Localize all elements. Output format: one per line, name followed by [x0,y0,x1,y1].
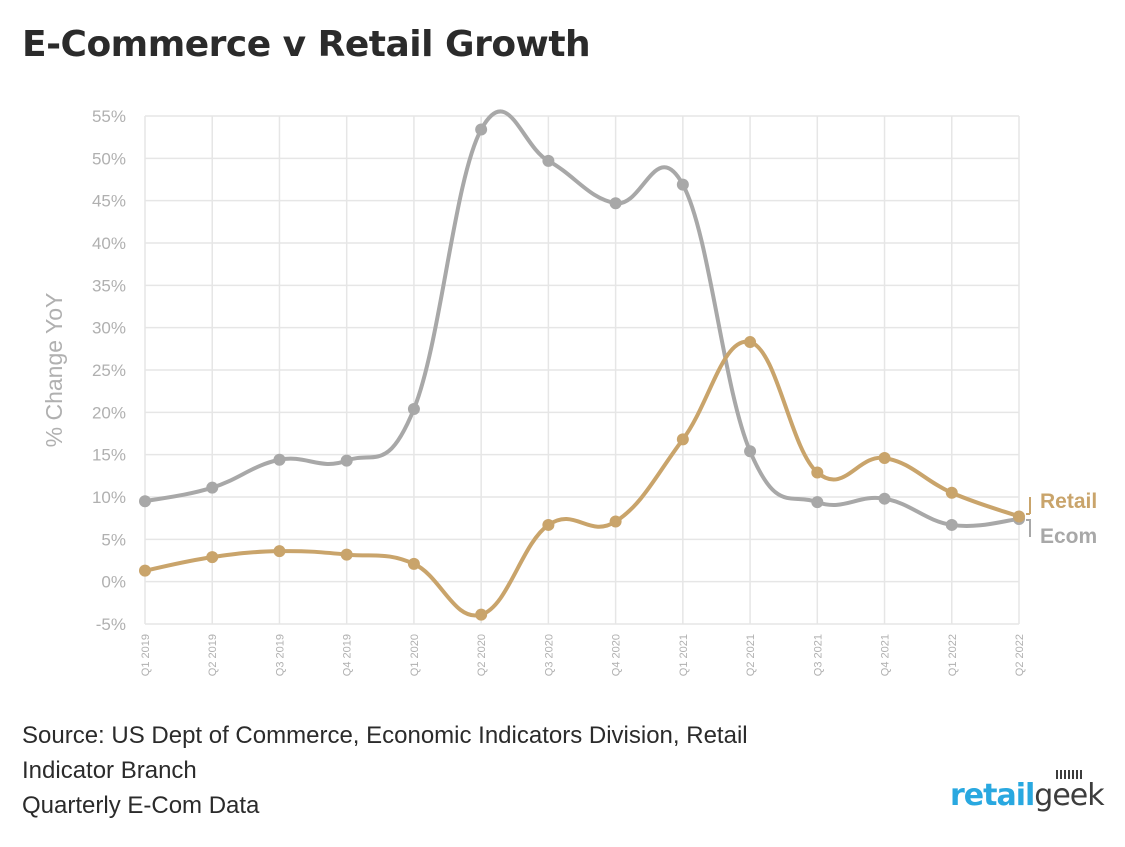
data-point-ecom [945,518,958,531]
x-tick-label: Q1 2020 [409,634,421,676]
y-tick-label: 0% [101,573,126,592]
logo-text-retail: retail [950,778,1035,813]
y-tick-label: 5% [101,530,126,549]
x-tick-label: Q4 2020 [611,634,623,676]
data-point-retail [609,515,622,528]
data-point-retail [139,564,151,577]
data-point-retail [273,545,286,558]
y-tick-label: 35% [92,276,126,295]
legend-label-ecom: Ecom [1040,525,1097,548]
data-point-retail [945,486,958,499]
y-axis-label: % Change YoY [41,293,67,448]
y-tick-label: 25% [92,361,126,380]
logo-text-geek: geek [1034,778,1104,813]
y-tick-label: 30% [92,319,126,338]
series-lines [143,109,1021,618]
data-point-retail [676,433,689,446]
x-tick-label: Q3 2020 [543,634,555,676]
data-point-ecom [139,495,151,508]
data-point-retail [340,548,353,561]
data-point-retail [811,466,824,479]
data-point-retail [407,557,420,570]
x-tick-label: Q2 2020 [476,634,488,676]
x-tick-label: Q2 2019 [207,634,219,676]
data-point-ecom [340,454,353,467]
source-line-1: Source: US Dept of Commerce, Economic In… [22,722,748,749]
series-line-retail [143,339,1021,618]
data-point-ecom [273,453,286,466]
data-point-ecom [676,178,689,191]
x-tick-label: Q3 2021 [812,634,824,676]
data-point-retail [542,518,555,531]
y-tick-label: 50% [92,149,126,168]
data-point-ecom [811,496,824,509]
x-tick-label: Q4 2021 [880,634,892,676]
data-point-ecom [744,445,757,458]
grid-lines [144,115,1020,625]
data-point-ecom [878,492,891,505]
data-point-retail [206,551,219,564]
source-line-2: Indicator Branch [22,757,197,784]
x-tick-label: Q2 2022 [1014,634,1026,676]
source-line-3: Quarterly E-Com Data [22,792,260,819]
y-tick-label: 55% [92,107,126,126]
legend-label-retail: Retail [1040,490,1097,513]
source-note: Source: US Dept of Commerce, Economic In… [22,718,842,823]
x-tick-label: Q1 2021 [678,634,690,676]
y-tick-label: 20% [92,403,126,422]
y-tick-labels: -5% 0% 5% 10% 15% 20% 25% 30% 35% 40% 45% 50% 55% [92,107,126,634]
series-line-ecom [143,109,1021,528]
legend-bracket-ecom [1026,519,1031,537]
data-point-ecom [542,154,555,167]
x-tick-label: Q1 2019 [140,634,152,676]
retailgeek-logo: retailgeek [950,770,1105,813]
line-chart: -5% 0% 5% 10% 15% 20% 25% 30% 35% 40% 45% 50% 55% Q1… [41,107,1097,676]
x-tick-labels: Q1 2019 Q2 2019 Q3 2019 Q4 2019 Q1 2020 Q2 20… [140,634,1026,676]
y-tick-label: 10% [92,488,126,507]
series-points [139,123,1025,621]
legend-bracket-retail [1026,497,1031,515]
y-tick-label: 40% [92,234,126,253]
x-tick-label: Q2 2021 [745,634,757,676]
y-tick-label: -5% [96,615,126,634]
x-tick-label: Q3 2019 [274,634,286,676]
chart-title: E-Commerce v Retail Growth [22,24,591,65]
data-point-ecom [475,123,488,136]
barcode-icon [1056,770,1082,779]
data-point-ecom [206,481,219,494]
y-tick-label: 15% [92,446,126,465]
data-point-retail [744,336,757,349]
legend: Retail Ecom [1026,490,1097,548]
data-point-retail [1013,510,1025,523]
data-point-retail [878,452,891,465]
y-tick-label: 45% [92,192,126,211]
data-point-ecom [407,402,420,415]
data-point-retail [475,608,488,621]
data-point-ecom [609,197,622,210]
x-tick-label: Q1 2022 [947,634,959,676]
x-tick-label: Q4 2019 [342,634,354,676]
